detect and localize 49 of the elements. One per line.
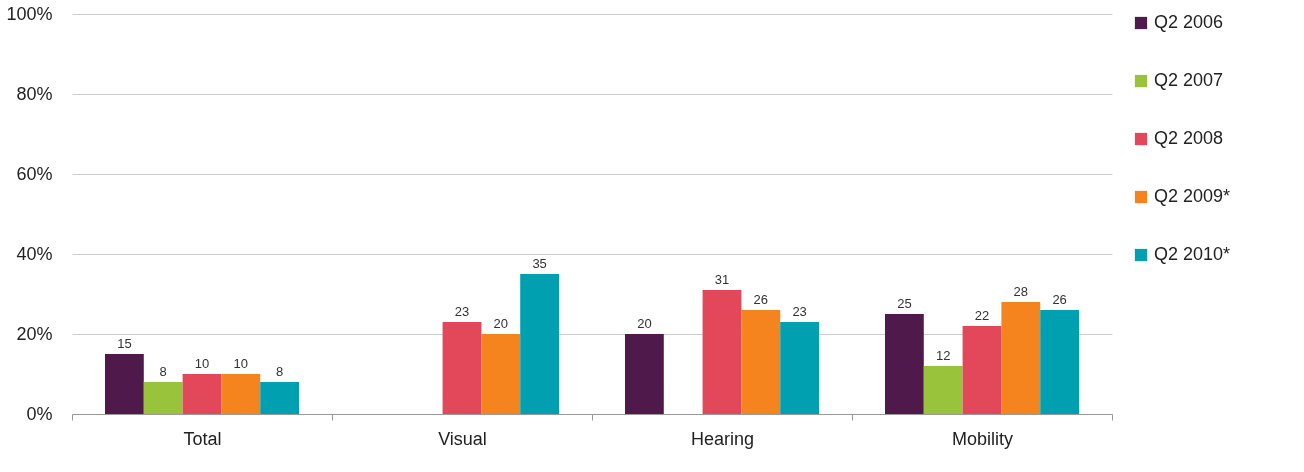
data-label: 26 bbox=[1052, 292, 1067, 307]
bar bbox=[1001, 302, 1041, 414]
legend-label: Q2 2008 bbox=[1154, 128, 1224, 148]
bar bbox=[221, 374, 261, 414]
data-label: 31 bbox=[714, 272, 730, 287]
legend-label: Q2 2010* bbox=[1154, 244, 1231, 264]
bar bbox=[884, 314, 924, 414]
data-label: 23 bbox=[454, 304, 470, 319]
bar bbox=[1040, 310, 1080, 414]
data-label: 15 bbox=[117, 336, 132, 351]
bar bbox=[442, 322, 482, 414]
data-label: 20 bbox=[637, 316, 652, 331]
data-label: 26 bbox=[753, 292, 769, 307]
data-label: 12 bbox=[935, 348, 951, 363]
y-tick-label: 40% bbox=[16, 243, 53, 264]
y-tick-label: 20% bbox=[16, 323, 53, 344]
legend-label: Q2 2009* bbox=[1154, 186, 1231, 206]
y-tick-label: 0% bbox=[26, 403, 53, 424]
bar bbox=[702, 290, 742, 414]
data-label: 23 bbox=[792, 304, 807, 319]
data-label: 20 bbox=[493, 316, 509, 331]
bar bbox=[182, 374, 222, 414]
y-tick-label: 100% bbox=[6, 3, 53, 24]
x-tick-label: Mobility bbox=[951, 428, 1014, 449]
bar bbox=[260, 382, 300, 414]
bar bbox=[624, 334, 664, 414]
y-tick-label: 60% bbox=[16, 163, 53, 184]
y-tick-label: 80% bbox=[16, 83, 53, 104]
bar bbox=[923, 366, 963, 414]
x-tick-label: Visual bbox=[438, 428, 487, 449]
x-tick-label: Total bbox=[183, 428, 222, 449]
legend-label: Q2 2006 bbox=[1154, 12, 1224, 32]
bar bbox=[741, 310, 781, 414]
data-label: 10 bbox=[233, 356, 249, 371]
bar bbox=[104, 354, 144, 414]
data-label: 8 bbox=[275, 364, 284, 379]
data-label: 25 bbox=[897, 296, 912, 311]
bar bbox=[962, 326, 1002, 414]
x-tick-label: Hearing bbox=[690, 428, 755, 449]
bar bbox=[143, 382, 183, 414]
bar bbox=[520, 274, 560, 414]
data-label: 28 bbox=[1013, 284, 1029, 299]
data-label: 8 bbox=[159, 364, 167, 379]
bar bbox=[780, 322, 820, 414]
data-label: 35 bbox=[532, 256, 547, 271]
bar bbox=[481, 334, 521, 414]
data-label: 22 bbox=[974, 308, 990, 323]
legend-label: Q2 2007 bbox=[1154, 70, 1224, 90]
data-label: 10 bbox=[194, 356, 210, 371]
